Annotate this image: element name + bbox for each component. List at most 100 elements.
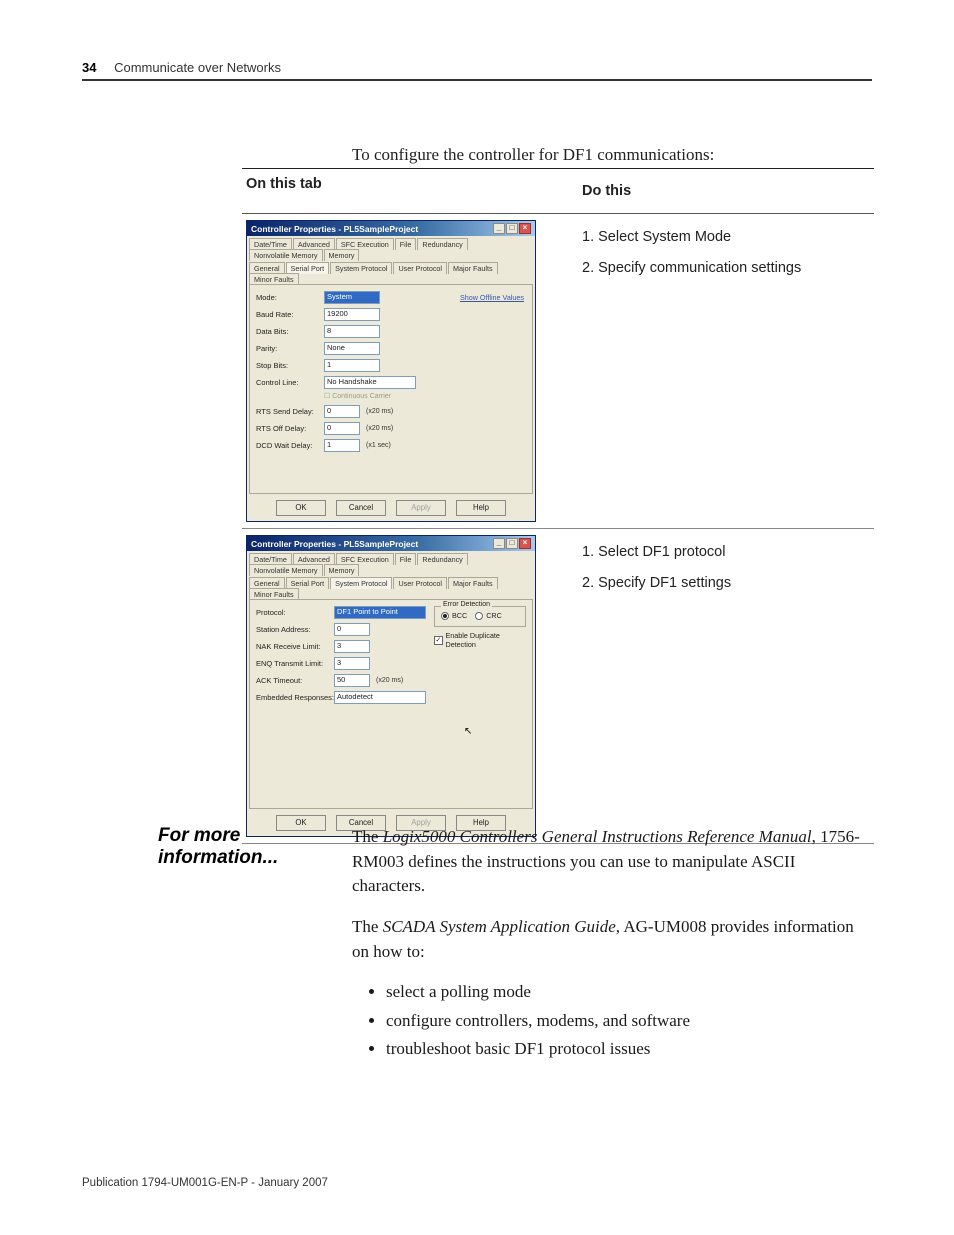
dialog-titlebar: Controller Properties - PL5SampleProject… xyxy=(247,221,535,236)
tab-userprotocol[interactable]: User Protocol xyxy=(393,262,447,274)
controller-properties-dialog: Controller Properties - PL5SampleProject… xyxy=(246,220,536,522)
page-number: 34 xyxy=(82,60,96,75)
col-header-dothis: Do this xyxy=(578,169,874,213)
help-button[interactable]: Help xyxy=(456,500,506,516)
intro-text: To configure the controller for DF1 comm… xyxy=(352,145,714,165)
page-footer: Publication 1794-UM001G-EN-P - January 2… xyxy=(82,1177,328,1189)
chapter-title: Communicate over Networks xyxy=(114,60,281,75)
minimize-icon[interactable]: _ xyxy=(493,223,505,234)
dialog-button-row: OK Cancel Apply Help xyxy=(247,496,535,521)
tabs-row-bottom: General Serial Port System Protocol User… xyxy=(247,575,535,599)
rtsoff-unit: (x20 ms) xyxy=(366,425,393,432)
page-header: 34 Communicate over Networks xyxy=(82,60,872,81)
error-detection-group: Error Detection BCC CRC xyxy=(434,606,526,627)
tab-memory[interactable]: Memory xyxy=(324,564,360,576)
list-item: select a polling mode xyxy=(386,980,872,1005)
ack-label: ACK Timeout: xyxy=(256,676,334,685)
tab-majorfaults[interactable]: Major Faults xyxy=(448,577,498,589)
ack-unit: (x20 ms) xyxy=(376,677,403,684)
tab-file[interactable]: File xyxy=(395,553,417,565)
col-header-tab: On this tab xyxy=(242,169,578,213)
for-more-body: The Logix5000 Controllers General Instru… xyxy=(352,825,872,1066)
table-header-row: On this tab Do this xyxy=(242,169,874,214)
maximize-icon[interactable]: □ xyxy=(506,223,518,234)
tab-memory[interactable]: Memory xyxy=(324,249,360,261)
para2-em: SCADA System Application Guide xyxy=(383,917,616,936)
rtsoff-label: RTS Off Delay: xyxy=(256,424,324,433)
controller-properties-dialog: Controller Properties - PL5SampleProject… xyxy=(246,535,536,837)
embed-label: Embedded Responses: xyxy=(256,693,334,702)
table-row: Controller Properties - PL5SampleProject… xyxy=(242,214,874,529)
duplicate-detection-check[interactable]: ✓Enable Duplicate Detection xyxy=(434,631,526,649)
step-item: 1. Select System Mode xyxy=(582,222,870,252)
close-icon[interactable]: × xyxy=(519,538,531,549)
continuous-carrier-check: ☐ Continuous Carrier xyxy=(324,392,526,400)
para2-pre: The xyxy=(352,917,383,936)
station-label: Station Address: xyxy=(256,625,334,634)
databits-select[interactable]: 8 xyxy=(324,325,380,338)
table-row: Controller Properties - PL5SampleProject… xyxy=(242,529,874,844)
enq-label: ENQ Transmit Limit: xyxy=(256,659,334,668)
step-item: 2. Specify DF1 settings xyxy=(582,568,870,598)
error-legend: Error Detection xyxy=(441,601,492,608)
tabs-row-top: Date/Time Advanced SFC Execution File Re… xyxy=(247,236,535,260)
tab-file[interactable]: File xyxy=(395,238,417,250)
list-item: configure controllers, modems, and softw… xyxy=(386,1009,872,1034)
steps-col: 1. Select DF1 protocol 2. Specify DF1 se… xyxy=(578,529,874,843)
tab-nvmem[interactable]: Nonvolatile Memory xyxy=(249,249,323,261)
dialog-body: Protocol:DF1 Point to Point Station Addr… xyxy=(249,599,533,809)
tabs-row-bottom: General Serial Port System Protocol User… xyxy=(247,260,535,284)
rtssend-label: RTS Send Delay: xyxy=(256,407,324,416)
dcd-label: DCD Wait Delay: xyxy=(256,441,324,450)
rtssend-unit: (x20 ms) xyxy=(366,408,393,415)
protocol-select[interactable]: DF1 Point to Point xyxy=(334,606,426,619)
tab-majorfaults[interactable]: Major Faults xyxy=(448,262,498,274)
ack-input[interactable]: 50 xyxy=(334,674,370,687)
list-item: troubleshoot basic DF1 protocol issues xyxy=(386,1037,872,1062)
close-icon[interactable]: × xyxy=(519,223,531,234)
embed-select[interactable]: Autodetect xyxy=(334,691,426,704)
apply-button[interactable]: Apply xyxy=(396,500,446,516)
tab-nvmem[interactable]: Nonvolatile Memory xyxy=(249,564,323,576)
minimize-icon[interactable]: _ xyxy=(493,538,505,549)
ok-button[interactable]: OK xyxy=(276,500,326,516)
for-more-info-section: For more information... The Logix5000 Co… xyxy=(158,825,872,1066)
stopbits-select[interactable]: 1 xyxy=(324,359,380,372)
crc-radio[interactable]: CRC xyxy=(475,611,502,620)
rtsoff-input[interactable]: 0 xyxy=(324,422,360,435)
step-item: 2. Specify communication settings xyxy=(582,253,870,283)
mode-label: Mode: xyxy=(256,293,324,302)
dcd-unit: (x1 sec) xyxy=(366,442,391,449)
step-item: 1. Select DF1 protocol xyxy=(582,537,870,567)
parity-select[interactable]: None xyxy=(324,342,380,355)
dialog-body: Show Offline Values Mode:System Baud Rat… xyxy=(249,284,533,494)
bullet-list: select a polling mode configure controll… xyxy=(386,980,872,1062)
dcd-input[interactable]: 1 xyxy=(324,439,360,452)
para1-em: Logix5000 Controllers General Instructio… xyxy=(383,827,812,846)
control-label: Control Line: xyxy=(256,378,324,387)
maximize-icon[interactable]: □ xyxy=(506,538,518,549)
station-input[interactable]: 0 xyxy=(334,623,370,636)
tab-redundancy[interactable]: Redundancy xyxy=(417,238,467,250)
dialog-title-text: Controller Properties - PL5SampleProject xyxy=(251,539,418,549)
enq-input[interactable]: 3 xyxy=(334,657,370,670)
nak-input[interactable]: 3 xyxy=(334,640,370,653)
tab-userprotocol[interactable]: User Protocol xyxy=(393,577,447,589)
tab-redundancy[interactable]: Redundancy xyxy=(417,553,467,565)
tab-sysprotocol[interactable]: System Protocol xyxy=(330,262,392,274)
cancel-button[interactable]: Cancel xyxy=(336,500,386,516)
stopbits-label: Stop Bits: xyxy=(256,361,324,370)
steps-col: 1. Select System Mode 2. Specify communi… xyxy=(578,214,874,528)
mode-select[interactable]: System xyxy=(324,291,380,304)
tab-sysprotocol[interactable]: System Protocol xyxy=(330,577,392,589)
protocol-label: Protocol: xyxy=(256,608,334,617)
nak-label: NAK Receive Limit: xyxy=(256,642,334,651)
show-offline-link[interactable]: Show Offline Values xyxy=(460,293,524,302)
rtssend-input[interactable]: 0 xyxy=(324,405,360,418)
bcc-radio[interactable]: BCC xyxy=(441,611,467,620)
baud-select[interactable]: 19200 xyxy=(324,308,380,321)
config-table: On this tab Do this Controller Propertie… xyxy=(242,168,874,844)
for-more-heading: For more information... xyxy=(158,825,352,1066)
databits-label: Data Bits: xyxy=(256,327,324,336)
control-select[interactable]: No Handshake xyxy=(324,376,416,389)
